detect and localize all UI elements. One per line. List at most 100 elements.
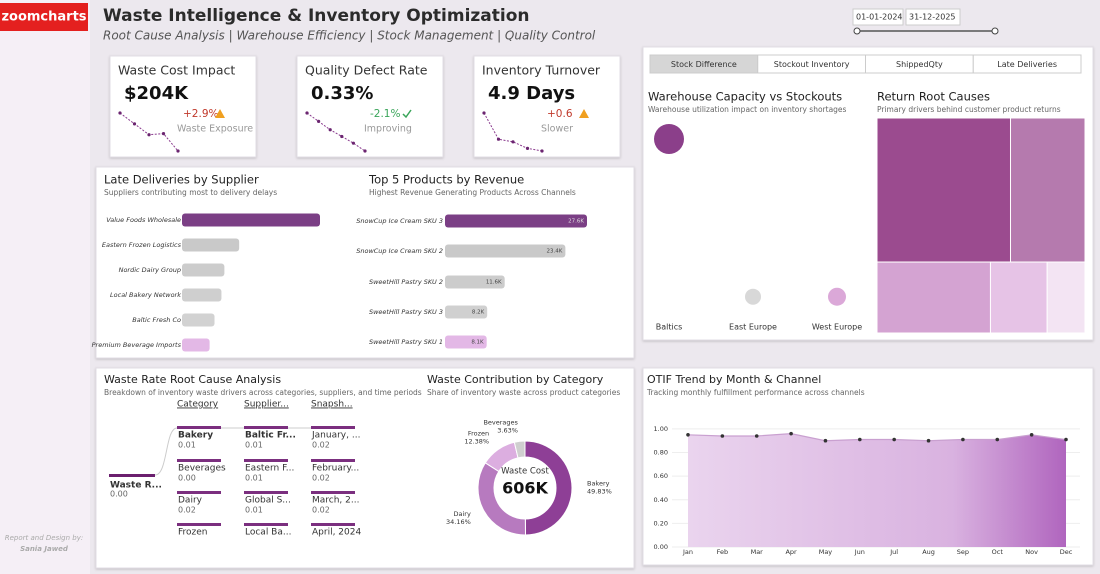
credit-name: Sania Jawed bbox=[20, 545, 69, 553]
x-tick-label: Sep bbox=[957, 548, 969, 556]
bubble bbox=[654, 124, 684, 154]
kpi-card bbox=[296, 55, 444, 158]
slice-value: 3.63% bbox=[497, 426, 518, 434]
spark-point bbox=[305, 111, 309, 115]
slice-value: 12.38% bbox=[464, 437, 489, 445]
tab-label[interactable]: Stock Difference bbox=[671, 60, 737, 69]
node-bar bbox=[244, 426, 288, 429]
slider-handle[interactable] bbox=[853, 27, 861, 35]
treemap-cell bbox=[1009, 117, 1086, 263]
value-label: 8.2K bbox=[472, 310, 485, 316]
x-tick-label: Jan bbox=[682, 548, 693, 556]
node-value: 0.01 bbox=[245, 474, 263, 483]
y-tick-label: Eastern Frozen Logistics bbox=[102, 241, 182, 249]
date-box[interactable] bbox=[905, 8, 961, 26]
bar bbox=[182, 313, 215, 327]
spark-point bbox=[496, 137, 501, 141]
value-label: 8.1K bbox=[471, 340, 484, 346]
kpi-title: Inventory Turnover bbox=[482, 63, 601, 78]
treemap-cell bbox=[989, 261, 1048, 334]
treemap-cell bbox=[1046, 261, 1086, 334]
node-value: 0.02 bbox=[178, 506, 196, 515]
point bbox=[858, 437, 862, 442]
bar bbox=[445, 335, 487, 349]
chart-subtitle: Tracking monthly fulfillment performance… bbox=[646, 388, 865, 397]
bar bbox=[445, 305, 488, 319]
sidebar bbox=[0, 0, 90, 574]
center-label: Waste Cost bbox=[501, 467, 549, 477]
node-value: 0.01 bbox=[245, 441, 263, 450]
spark-point bbox=[340, 134, 344, 139]
bar bbox=[445, 275, 505, 289]
spark-point bbox=[317, 119, 321, 123]
date-end[interactable]: 31-12-2025 bbox=[909, 13, 956, 22]
bubble bbox=[745, 288, 761, 305]
slider-handle[interactable] bbox=[991, 27, 999, 35]
slice-label: Dairy bbox=[454, 510, 471, 518]
y-tick-label: SweetHill Pastry SKU 2 bbox=[369, 278, 443, 286]
tab-label[interactable]: Stockout Inventory bbox=[774, 60, 850, 69]
chart-subtitle: Warehouse utilization impact on inventor… bbox=[648, 105, 847, 114]
root-value: 0.00 bbox=[110, 490, 128, 499]
point bbox=[1029, 433, 1034, 437]
chart-title: Late Deliveries by Supplier bbox=[104, 173, 259, 187]
x-tick-label: Mar bbox=[751, 548, 764, 556]
slice-value: 49.83% bbox=[587, 488, 612, 496]
x-tick-label: Oct bbox=[992, 548, 1004, 556]
node-label: Dairy bbox=[178, 496, 203, 506]
logo-box bbox=[0, 3, 88, 31]
chart-subtitle: Highest Revenue Generating Products Acro… bbox=[369, 188, 576, 197]
kpi-change: +2.9% bbox=[183, 108, 218, 120]
node-label: Beverages bbox=[178, 464, 226, 474]
tab[interactable] bbox=[972, 54, 1082, 74]
y-tick-label: 0.40 bbox=[654, 496, 668, 504]
point bbox=[823, 438, 828, 443]
kpi-change: +0.6 bbox=[547, 108, 573, 120]
spark-point bbox=[525, 146, 530, 150]
tab-label[interactable]: ShippedQty bbox=[896, 60, 943, 69]
value-label: 11.6K bbox=[486, 280, 502, 286]
node-label: Global S... bbox=[245, 496, 291, 506]
node-label: Eastern F... bbox=[245, 464, 294, 474]
point bbox=[789, 431, 793, 436]
node-bar bbox=[244, 523, 288, 526]
sparkline bbox=[306, 112, 366, 152]
spark-point bbox=[511, 140, 515, 144]
node-label: March, 2... bbox=[312, 496, 359, 506]
node-bar bbox=[177, 491, 221, 494]
value-label: 23.4K bbox=[547, 249, 563, 255]
kpi-value: 0.33% bbox=[311, 83, 373, 104]
tab-label[interactable]: Late Deliveries bbox=[997, 60, 1057, 69]
spark-point bbox=[161, 132, 166, 136]
y-tick-label: Nordic Dairy Group bbox=[119, 266, 181, 274]
line bbox=[687, 433, 1067, 442]
kpi-status: Waste Exposure bbox=[177, 124, 253, 135]
date-start[interactable]: 01-01-2024 bbox=[856, 13, 903, 22]
node-bar bbox=[177, 459, 221, 462]
donut-slice bbox=[524, 440, 573, 536]
point bbox=[720, 434, 725, 438]
chart-subtitle: Breakdown of inventory waste drivers acr… bbox=[104, 388, 422, 397]
column-header: Snapsh... bbox=[311, 400, 353, 410]
x-tick-label: West Europe bbox=[812, 323, 862, 332]
logo: zoomcharts bbox=[1, 10, 86, 25]
slice-label: Bakery bbox=[587, 480, 610, 488]
value-label: 27.6K bbox=[568, 219, 584, 225]
warning-icon bbox=[215, 109, 225, 118]
subtitle: Root Cause Analysis | Warehouse Efficien… bbox=[103, 29, 596, 43]
point bbox=[926, 438, 931, 443]
x-tick-label: Jun bbox=[854, 548, 865, 556]
node-label: January, ... bbox=[311, 431, 360, 441]
chart-title: OTIF Trend by Month & Channel bbox=[647, 373, 821, 386]
x-tick-label: East Europe bbox=[729, 323, 777, 332]
node-bar bbox=[177, 426, 221, 429]
chart-subtitle: Share of inventory waste across product … bbox=[427, 388, 620, 397]
bar bbox=[182, 338, 210, 352]
y-tick-label: Local Bakery Network bbox=[110, 291, 181, 299]
y-tick-label: Baltic Fresh Co bbox=[132, 316, 181, 324]
date-box[interactable] bbox=[852, 8, 904, 26]
node-value: 0.02 bbox=[312, 474, 330, 483]
credit: Report and Design by: bbox=[5, 534, 83, 542]
spark-point bbox=[118, 111, 122, 115]
